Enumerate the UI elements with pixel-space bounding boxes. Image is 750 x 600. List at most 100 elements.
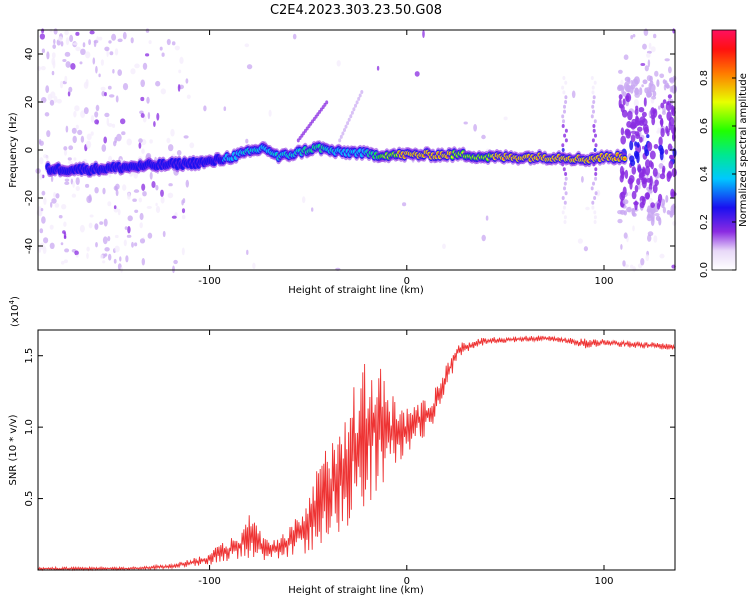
- noise-speckle: [64, 30, 69, 36]
- noise-speckle: [79, 224, 85, 233]
- noise-speckle: [115, 95, 119, 103]
- wisp-mark: [338, 138, 342, 143]
- blob-mark: [619, 103, 624, 109]
- noise-speckle: [117, 69, 122, 76]
- noise-speckle: [145, 28, 150, 33]
- colorbar-tick-label: 0.4: [699, 166, 710, 182]
- noise-speckle: [117, 208, 121, 216]
- noise-speckle: [133, 189, 140, 193]
- noise-speckle: [64, 51, 71, 57]
- blob-mark: [650, 202, 655, 209]
- noise-speckle: [185, 179, 189, 188]
- noise-speckle: [146, 96, 150, 104]
- blob-mark: [629, 84, 634, 94]
- blob-mark: [634, 88, 640, 96]
- noise-speckle: [648, 42, 652, 50]
- blob-mark: [620, 135, 626, 145]
- colorbar-label: Normalized spectral amplitude: [738, 73, 749, 227]
- noise-speckle: [74, 105, 80, 112]
- noise-speckle: [177, 84, 181, 92]
- blob-mark: [653, 144, 659, 149]
- blob-mark: [670, 188, 675, 199]
- blob-mark: [652, 90, 657, 97]
- noise-speckle: [122, 31, 127, 40]
- streak-mark: [564, 191, 568, 196]
- streak-mark: [592, 100, 596, 104]
- noise-speckle: [39, 157, 44, 165]
- blob-mark: [649, 150, 656, 160]
- noise-speckle: [661, 110, 666, 115]
- blob-mark: [637, 164, 642, 173]
- streak-mark: [563, 109, 566, 114]
- noise-speckle: [181, 215, 186, 220]
- noise-speckle: [463, 121, 468, 125]
- noise-speckle: [75, 31, 80, 36]
- blob-mark: [642, 166, 646, 175]
- noise-speckle: [653, 33, 657, 39]
- noise-speckle: [168, 183, 173, 187]
- noise-speckle: [189, 142, 195, 149]
- noise-speckle: [41, 190, 46, 196]
- noise-speckle: [139, 212, 144, 221]
- noise-speckle: [112, 69, 115, 74]
- noise-speckle: [142, 62, 148, 70]
- noise-speckle: [51, 52, 56, 59]
- noise-speckle: [647, 234, 652, 242]
- noise-speckle: [51, 198, 57, 204]
- noise-speckle: [181, 208, 186, 214]
- streak-mark: [591, 90, 595, 95]
- streak-mark: [591, 205, 595, 210]
- noise-speckle: [121, 131, 126, 136]
- blob-mark: [667, 94, 673, 99]
- noise-speckle: [86, 140, 92, 149]
- noise-speckle: [103, 218, 108, 227]
- noise-speckle: [38, 138, 42, 145]
- noise-speckle: [577, 238, 584, 244]
- blob-mark: [632, 78, 639, 87]
- noise-speckle: [60, 242, 64, 246]
- ridge-core: [623, 157, 627, 160]
- blob-mark: [629, 140, 634, 151]
- snr-marks: [37, 335, 675, 572]
- noise-speckle: [109, 51, 114, 56]
- noise-speckle: [620, 79, 624, 86]
- noise-speckle: [151, 181, 156, 188]
- noise-speckle: [95, 242, 98, 248]
- wisp-mark: [357, 96, 361, 101]
- noise-speckle: [173, 259, 178, 265]
- blob-mark: [646, 214, 652, 222]
- noise-speckle: [623, 232, 628, 239]
- streak-mark: [563, 133, 567, 138]
- noise-speckle: [45, 85, 50, 93]
- blob-mark: [655, 215, 661, 221]
- noise-speckle: [147, 112, 151, 120]
- blob-mark: [652, 184, 658, 194]
- blob-mark: [669, 155, 675, 160]
- noise-speckle: [94, 187, 99, 194]
- noise-speckle: [422, 30, 425, 38]
- noise-speckle: [170, 128, 175, 137]
- streak-mark: [564, 138, 568, 143]
- noise-speckle: [626, 191, 632, 196]
- noise-speckle: [53, 38, 56, 45]
- noise-speckle: [632, 225, 635, 232]
- blob-mark: [626, 130, 631, 137]
- noise-speckle: [139, 222, 143, 229]
- noise-speckle: [75, 177, 80, 186]
- streak-mark: [593, 119, 597, 124]
- noise-speckle: [80, 135, 85, 143]
- wisp-mark: [360, 90, 364, 94]
- blob-mark: [642, 79, 648, 85]
- noise-speckle: [617, 218, 623, 224]
- noise-speckle: [246, 249, 249, 255]
- colorbar-tick-label: 0.2: [699, 214, 710, 230]
- noise-speckle: [637, 184, 641, 190]
- noise-speckle: [618, 69, 623, 74]
- noise-speckle: [98, 73, 101, 78]
- noise-speckle: [89, 214, 94, 218]
- noise-speckle: [503, 116, 508, 121]
- noise-speckle: [623, 54, 629, 60]
- noise-speckle: [107, 85, 112, 90]
- noise-speckle: [161, 52, 165, 57]
- noise-speckle: [126, 192, 131, 200]
